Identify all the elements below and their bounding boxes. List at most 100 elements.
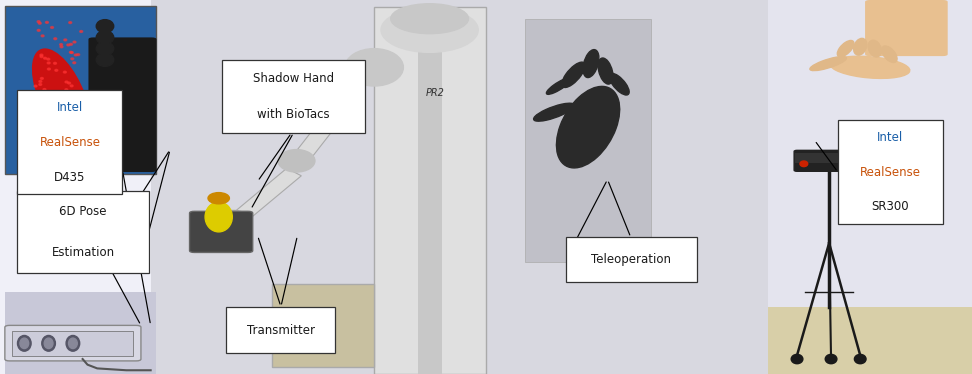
Ellipse shape: [556, 86, 620, 168]
Ellipse shape: [66, 335, 80, 351]
FancyBboxPatch shape: [88, 37, 156, 172]
Ellipse shape: [44, 57, 47, 59]
Text: Shadow Hand: Shadow Hand: [253, 71, 334, 85]
Ellipse shape: [35, 104, 38, 105]
Ellipse shape: [47, 58, 50, 60]
Ellipse shape: [96, 19, 114, 33]
Ellipse shape: [80, 31, 83, 33]
Ellipse shape: [73, 41, 76, 43]
Ellipse shape: [42, 137, 45, 138]
Ellipse shape: [39, 80, 42, 82]
Ellipse shape: [33, 49, 89, 142]
FancyBboxPatch shape: [190, 211, 253, 252]
FancyBboxPatch shape: [151, 0, 768, 374]
Ellipse shape: [810, 56, 847, 71]
Ellipse shape: [63, 71, 66, 73]
Ellipse shape: [598, 58, 613, 84]
Ellipse shape: [39, 83, 42, 85]
Ellipse shape: [54, 92, 57, 94]
Ellipse shape: [70, 114, 73, 116]
Ellipse shape: [853, 39, 867, 55]
FancyBboxPatch shape: [222, 60, 365, 133]
Ellipse shape: [54, 105, 57, 107]
Ellipse shape: [69, 22, 72, 24]
Ellipse shape: [49, 93, 52, 95]
Ellipse shape: [74, 54, 77, 56]
Text: RealSense: RealSense: [860, 166, 920, 178]
Ellipse shape: [562, 62, 585, 88]
FancyBboxPatch shape: [374, 7, 486, 374]
Ellipse shape: [825, 355, 837, 364]
Text: 6D Pose: 6D Pose: [59, 205, 107, 218]
Ellipse shape: [345, 49, 403, 86]
Ellipse shape: [34, 127, 37, 129]
Ellipse shape: [69, 95, 72, 97]
Text: Transmitter: Transmitter: [247, 324, 315, 337]
Ellipse shape: [65, 89, 68, 91]
Ellipse shape: [34, 85, 37, 87]
Ellipse shape: [70, 43, 73, 45]
Ellipse shape: [77, 54, 80, 56]
Text: D435: D435: [54, 171, 86, 184]
Ellipse shape: [52, 103, 54, 105]
Ellipse shape: [381, 7, 478, 52]
Ellipse shape: [59, 44, 62, 46]
FancyBboxPatch shape: [794, 150, 863, 171]
Text: Teleoperation: Teleoperation: [591, 254, 672, 266]
Ellipse shape: [41, 35, 44, 37]
Ellipse shape: [37, 30, 40, 31]
Ellipse shape: [791, 355, 803, 364]
Ellipse shape: [48, 68, 51, 70]
Ellipse shape: [546, 78, 572, 94]
Ellipse shape: [534, 103, 574, 121]
Text: with BioTacs: with BioTacs: [258, 108, 330, 121]
Ellipse shape: [830, 56, 910, 79]
Ellipse shape: [67, 44, 70, 46]
FancyBboxPatch shape: [5, 6, 156, 174]
Ellipse shape: [40, 56, 43, 58]
FancyBboxPatch shape: [272, 284, 374, 367]
Polygon shape: [228, 168, 301, 224]
Text: RealSense: RealSense: [40, 136, 100, 148]
Ellipse shape: [53, 62, 56, 64]
Ellipse shape: [46, 21, 49, 23]
FancyBboxPatch shape: [865, 0, 948, 56]
FancyBboxPatch shape: [17, 90, 122, 194]
Ellipse shape: [854, 355, 866, 364]
FancyBboxPatch shape: [12, 331, 133, 356]
Ellipse shape: [60, 46, 63, 48]
FancyBboxPatch shape: [5, 325, 141, 361]
Ellipse shape: [73, 62, 76, 64]
FancyBboxPatch shape: [5, 292, 156, 374]
Ellipse shape: [40, 54, 43, 56]
Text: Estimation: Estimation: [52, 246, 115, 259]
Ellipse shape: [38, 22, 41, 24]
Ellipse shape: [96, 42, 114, 55]
Ellipse shape: [54, 110, 57, 112]
Ellipse shape: [17, 335, 31, 351]
Ellipse shape: [583, 50, 599, 77]
Text: PR2: PR2: [426, 89, 445, 98]
Ellipse shape: [45, 338, 53, 349]
Text: Intel: Intel: [877, 131, 904, 144]
Ellipse shape: [41, 77, 44, 79]
Ellipse shape: [67, 100, 70, 102]
Ellipse shape: [65, 81, 68, 83]
Ellipse shape: [59, 130, 62, 132]
Ellipse shape: [882, 46, 897, 62]
Ellipse shape: [59, 101, 62, 103]
Ellipse shape: [70, 52, 73, 53]
Ellipse shape: [43, 89, 46, 91]
Ellipse shape: [54, 70, 57, 71]
Ellipse shape: [74, 110, 77, 111]
Ellipse shape: [53, 38, 56, 40]
Ellipse shape: [837, 40, 854, 57]
FancyBboxPatch shape: [768, 0, 972, 374]
Ellipse shape: [64, 39, 67, 41]
FancyBboxPatch shape: [0, 0, 156, 374]
Ellipse shape: [66, 121, 69, 123]
Ellipse shape: [96, 53, 114, 67]
Ellipse shape: [278, 150, 315, 172]
Ellipse shape: [68, 338, 77, 349]
Ellipse shape: [51, 27, 53, 28]
